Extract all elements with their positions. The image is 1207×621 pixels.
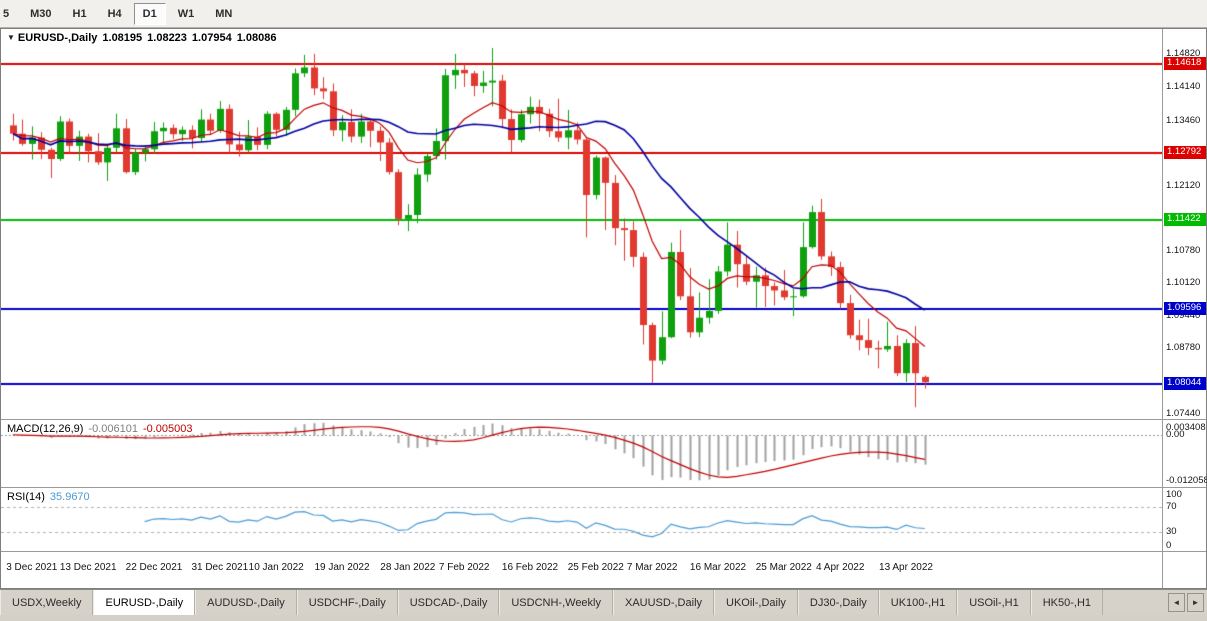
date-label: 7 Mar 2022 [626,562,678,573]
timeframe-button-mn[interactable]: MN [215,7,233,20]
macd-canvas[interactable] [1,420,1162,487]
price-level-badge: 1.08044 [1164,377,1206,391]
chart-symbol-label: EURUSD-,Daily [17,32,98,44]
macd-label: MACD(12,26,9) [7,423,84,435]
date-label: 16 Feb 2022 [501,562,559,573]
price-tick: 1.12120 [1166,179,1201,191]
chart-tab-uk100-h1[interactable]: UK100-,H1 [878,590,958,615]
date-axis[interactable]: 3 Dec 2021 13 Dec 2021 22 Dec 2021 31 Dec 2… [1,552,1162,588]
pane-splitter-dates[interactable] [1,551,1206,552]
price-chart-canvas[interactable] [1,29,1162,419]
ohlc-close: 1.08086 [236,32,277,44]
macd-header: MACD(12,26,9) -0.006101 -0.005003 [7,423,193,435]
price-level-badge: 1.11422 [1164,212,1206,226]
date-label: 16 Mar 2022 [689,562,747,573]
date-label: 3 Dec 2021 [6,562,58,573]
price-axis[interactable]: 1.14820 1.14140 1.13460 1.12120 1.10780 1.101… [1162,29,1207,588]
date-label: 7 Feb 2022 [438,562,490,573]
chart-tab-usdcnh-weekly[interactable]: USDCNH-,Weekly [499,590,613,615]
chart-tab-dj30-daily[interactable]: DJ30-,Daily [797,590,879,615]
date-label: 4 Apr 2022 [816,562,865,573]
rsi-scale-30: 30 [1166,526,1177,538]
date-label: 22 Dec 2021 [125,562,183,573]
tab-scroll-controls: ◄ ► [1168,593,1204,612]
date-label: 19 Jan 2022 [314,562,370,573]
date-label: 10 Jan 2022 [248,562,304,573]
macd-scale-min: -0.012058 [1166,475,1207,486]
macd-scale-zero: 0.00 [1166,428,1185,440]
rsi-scale-70: 70 [1166,500,1177,512]
price-tick: 1.10120 [1166,277,1201,289]
ohlc-high: 1.08223 [147,32,187,44]
tab-scroll-right-button[interactable]: ► [1187,593,1204,612]
tab-scroll-left-button[interactable]: ◄ [1168,593,1185,612]
price-tick: 1.14820 [1166,48,1201,60]
price-level-badge: 1.12792 [1164,146,1206,160]
chart-tab-eurusd-daily[interactable]: EURUSD-,Daily [93,590,196,615]
chart-tab-xauusd-daily[interactable]: XAUUSD-,Daily [613,590,715,615]
rsi-scale-0: 0 [1166,540,1172,551]
chart-tab-usdcad-daily[interactable]: USDCAD-,Daily [397,590,500,615]
chart-tab-usdx-weekly[interactable]: USDX,Weekly [0,590,94,615]
date-label: 13 Apr 2022 [879,562,933,573]
window-bottom-edge [0,615,1207,621]
timeframe-button-5[interactable]: 5 [3,7,10,20]
ohlc-open: 1.08195 [102,32,143,44]
rsi-value: 35.9670 [49,491,90,503]
chart-title: ▼ EURUSD-,Daily 1.08195 1.08223 1.07954 1.080… [7,32,276,44]
price-level-badge: 1.14618 [1164,57,1206,71]
price-tick: 1.13460 [1166,114,1201,126]
macd-scale-max: 0.003408 [1166,422,1206,433]
price-tick: 1.08780 [1166,342,1201,354]
timeframe-toolbar: 5 M30 H1 H4 D1 W1 MN [0,0,1207,28]
timeframe-button-d1[interactable]: D1 [133,2,166,25]
timeframe-button-h4[interactable]: H4 [107,7,122,20]
chart-tab-hk50-h1[interactable]: HK50-,H1 [1030,590,1104,615]
price-tick: 1.14140 [1166,81,1201,93]
rsi-scale-100: 100 [1166,489,1182,500]
pane-splitter-macd[interactable] [1,419,1206,420]
chart-dropdown-icon: ▼ [7,33,15,42]
rsi-canvas[interactable] [1,488,1162,551]
date-label: 13 Dec 2021 [59,562,117,573]
date-label: 28 Jan 2022 [380,562,436,573]
macd-pane: MACD(12,26,9) -0.006101 -0.005003 [1,420,1162,487]
date-label: 25 Feb 2022 [567,562,624,573]
timeframe-button-m30[interactable]: M30 [30,7,52,20]
rsi-header: RSI(14) 35.9670 [7,491,90,503]
price-tick: 1.07440 [1166,407,1201,419]
timeframe-button-w1[interactable]: W1 [177,7,195,20]
chart-tab-audusd-daily[interactable]: AUDUSD-,Daily [195,590,297,615]
chart-tab-usdchf-daily[interactable]: USDCHF-,Daily [296,590,398,615]
pane-splitter-rsi[interactable] [1,487,1206,488]
date-label: 31 Dec 2021 [191,562,249,573]
macd-value: -0.006101 [88,423,138,435]
date-label: 25 Mar 2022 [755,562,812,573]
rsi-label: RSI(14) [7,491,45,503]
price-tick: 1.10780 [1166,245,1201,257]
chart-tab-ukoil-daily[interactable]: UKOil-,Daily [714,590,798,615]
price-tick: 1.09440 [1166,310,1201,322]
ohlc-low: 1.07954 [191,32,232,44]
price-level-badge: 1.09596 [1164,301,1206,315]
timeframe-button-h1[interactable]: H1 [72,7,87,20]
rsi-pane: RSI(14) 35.9670 [1,488,1162,551]
chart-tab-usoil-h1[interactable]: USOil-,H1 [957,590,1031,615]
chart-tab-bar: USDX,Weekly EURUSD-,Daily AUDUSD-,Daily USD… [0,589,1207,615]
chart-window: ▼ EURUSD-,Daily 1.08195 1.08223 1.07954 1.080… [0,28,1207,589]
macd-signal-value: -0.005003 [142,423,193,435]
price-pane: ▼ EURUSD-,Daily 1.08195 1.08223 1.07954 1.080… [1,29,1162,419]
chart-tab-row: USDX,Weekly EURUSD-,Daily AUDUSD-,Daily USD… [0,590,1165,615]
